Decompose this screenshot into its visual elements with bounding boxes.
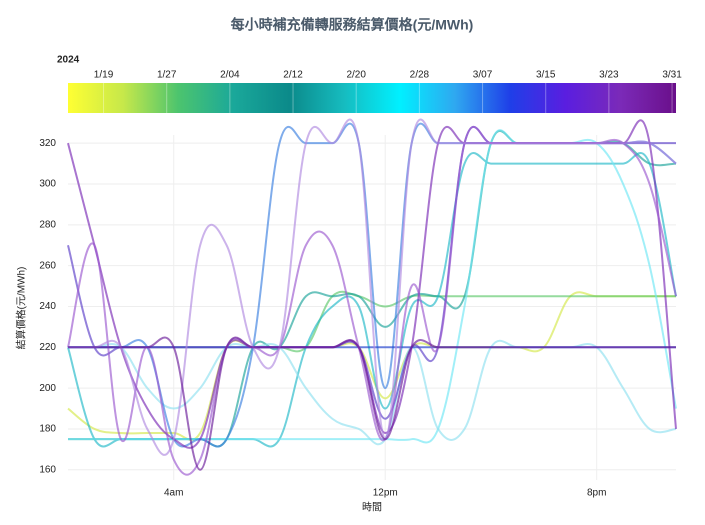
series-line [68,118,677,456]
colorbar-tick-label: 3/23 [599,70,619,81]
y-axis-label: 結算價格(元/MWh) [15,267,28,350]
y-tick-label: 260 [39,260,56,271]
series-line [68,336,676,471]
colorbar-tick-label: 2/20 [346,70,366,81]
x-tick-label: 8pm [587,488,606,499]
y-tick-label: 160 [39,464,56,475]
x-tick-label: 12pm [373,488,398,499]
x-axis-label: 時間 [362,502,382,514]
y-tick-label: 220 [39,342,56,353]
colorbar-tick-label: 3/07 [473,70,493,81]
y-tick-label: 240 [39,301,56,312]
colorbar-tick-label: 3/15 [536,70,556,81]
colorbar-tick-label: 3/31 [662,70,682,81]
y-tick-label: 200 [39,383,56,394]
y-tick-label: 320 [39,138,56,149]
colorbar-tick-label: 2/04 [220,70,240,81]
x-tick-label: 4am [164,488,183,499]
y-tick-label: 280 [39,219,56,230]
colorbar-tick-label: 1/19 [94,70,114,81]
colorbar-tick-label: 1/27 [157,70,177,81]
y-tick-label: 300 [39,179,56,190]
colorbar-tick-label: 2/28 [410,70,430,81]
colorbar-title: 2024 [57,55,80,66]
colorbar-tick-label: 2/12 [283,70,303,81]
y-tick-label: 180 [39,424,56,435]
colorbar [68,83,676,113]
chart-title: 每小時補充備轉服務結算價格(元/MWh) [231,17,474,33]
